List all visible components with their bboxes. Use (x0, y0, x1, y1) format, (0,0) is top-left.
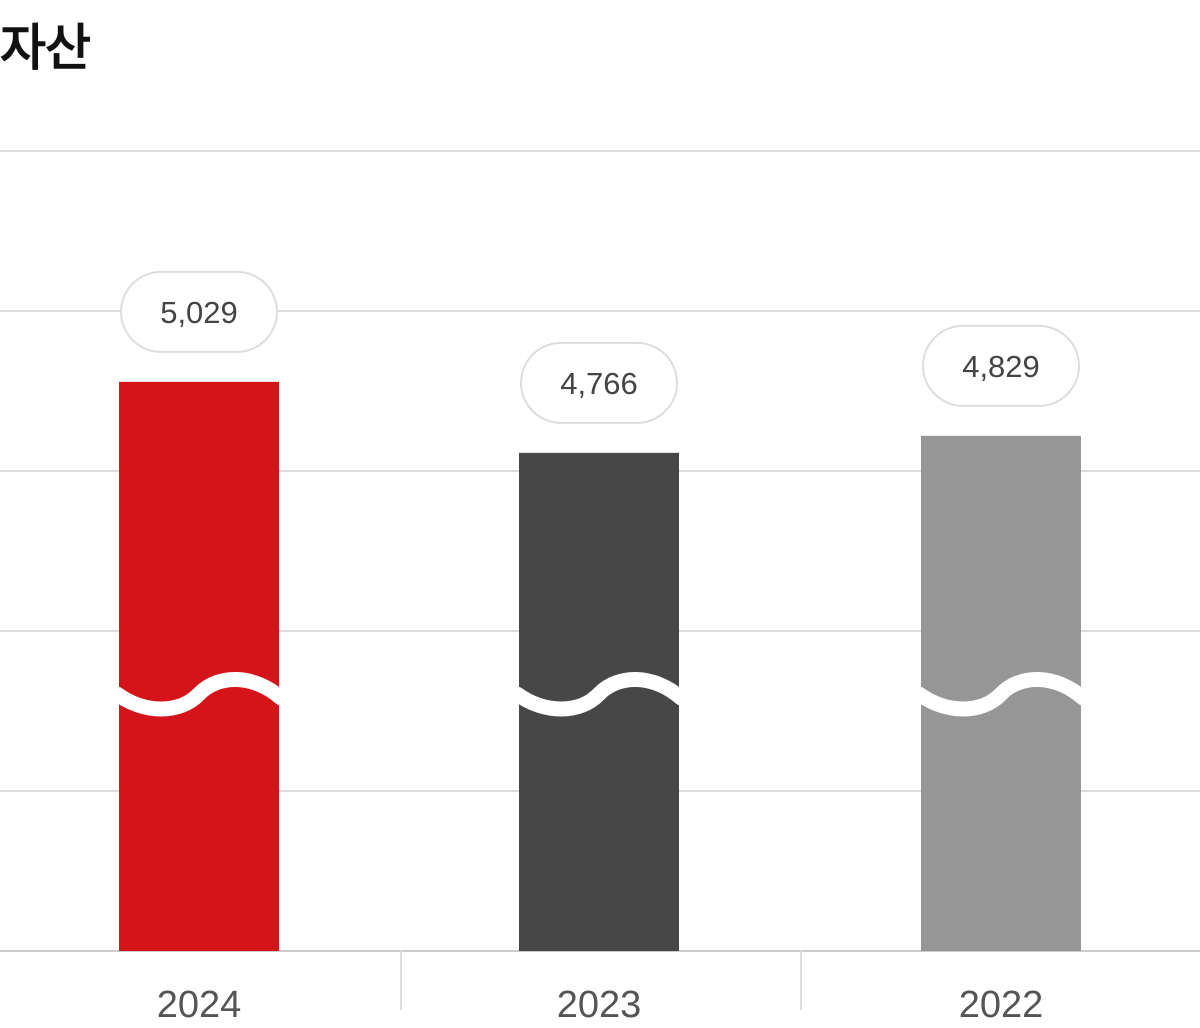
x-tick-label-2024: 2024 (157, 984, 242, 1026)
value-label-2024: 5,029 (160, 295, 238, 330)
bar-2024 (119, 381, 279, 952)
x-tick-label-2023: 2023 (557, 984, 642, 1026)
axis-break-mark (911, 672, 1091, 717)
value-badge (120, 270, 278, 353)
value-label-2023: 4,766 (560, 366, 638, 401)
value-label-2022: 4,829 (962, 349, 1040, 384)
axis-break-mark (509, 672, 689, 717)
x-tick-label-2022: 2022 (959, 984, 1044, 1026)
value-badge (520, 341, 678, 424)
value-badge (922, 324, 1080, 407)
x-axis: 2024 2023 2022 (157, 984, 1044, 1026)
axis-break-mark (109, 672, 289, 717)
chart-title: 자산 (0, 19, 91, 77)
value-labels: 5,029 4,766 4,829 (120, 270, 1080, 424)
bars (109, 381, 1091, 952)
